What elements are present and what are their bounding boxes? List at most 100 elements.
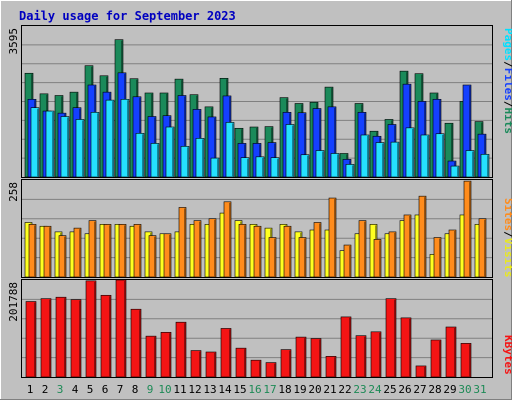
bar-pages-day-22-body xyxy=(345,164,355,178)
bar-kbytes-day-29-shade xyxy=(454,328,456,377)
bar-sites-day-13 xyxy=(208,218,217,278)
bar-kbytes-day-24 xyxy=(370,331,382,378)
legend-separator-2: / xyxy=(502,101,512,108)
bar-kbytes-day-5-body xyxy=(85,280,97,378)
bar-pages-day-7-shade xyxy=(127,100,129,177)
bar-sites-day-18 xyxy=(283,225,292,278)
x-axis-day-label: 10 xyxy=(158,383,171,396)
bar-files-day-21-shade xyxy=(334,107,336,177)
bar-sites-day-7-shade xyxy=(124,225,126,277)
bar-sites-day-18-body xyxy=(283,225,292,278)
x-axis-day-label: 19 xyxy=(293,383,306,396)
bar-pages-day-4-body xyxy=(75,119,85,178)
bar-sites-day-7 xyxy=(118,224,127,278)
bar-sites-day-18-shade xyxy=(289,227,291,277)
x-axis-day-label: 7 xyxy=(117,383,124,396)
bar-kbytes-day-1-body xyxy=(25,301,37,378)
bar-pages-day-22 xyxy=(345,164,355,178)
bar-pages-day-8 xyxy=(135,133,145,178)
bar-sites-day-14-body xyxy=(223,201,232,278)
bar-kbytes-day-3-body xyxy=(55,296,67,378)
bar-kbytes-day-7-shade xyxy=(124,281,126,377)
bar-kbytes-day-12 xyxy=(190,350,202,378)
bar-pages-day-20-body xyxy=(315,150,325,178)
bar-sites-day-25 xyxy=(388,231,397,278)
bar-kbytes-day-26-body xyxy=(400,317,412,378)
bar-sites-day-5-shade xyxy=(94,221,96,277)
bar-pages-day-1-shade xyxy=(37,108,39,177)
bar-sites-day-31 xyxy=(478,218,487,278)
x-axis-day-label: 27 xyxy=(413,383,426,396)
bar-pages-day-10-body xyxy=(165,126,175,178)
bar-sites-day-19-body xyxy=(298,237,307,278)
bar-sites-day-21-body xyxy=(328,197,337,278)
bar-kbytes-day-17-shade xyxy=(274,363,276,377)
bar-sites-day-4 xyxy=(73,227,82,278)
bar-pages-day-14-shade xyxy=(232,123,234,177)
bar-kbytes-day-28-body xyxy=(430,339,442,378)
bar-sites-day-6-shade xyxy=(109,225,111,277)
bar-pages-day-11-body xyxy=(180,146,190,178)
bar-pages-day-17-shade xyxy=(277,158,279,177)
x-axis-day-label: 14 xyxy=(218,383,232,396)
bar-kbytes-day-14-body xyxy=(220,328,232,378)
bar-sites-day-1 xyxy=(28,224,37,278)
bar-sites-day-8-body xyxy=(133,224,142,278)
bar-kbytes-day-10 xyxy=(160,331,172,378)
bar-kbytes-day-3-shade xyxy=(64,298,66,377)
x-axis-day-label: 20 xyxy=(308,383,321,396)
bar-sites-day-24-body xyxy=(373,239,382,278)
bar-pages-day-28-shade xyxy=(442,134,444,177)
bar-kbytes-day-4 xyxy=(70,299,82,378)
bar-pages-day-11 xyxy=(180,146,190,178)
bar-kbytes-day-19-body xyxy=(295,336,307,378)
bar-sites-day-23-shade xyxy=(364,221,366,277)
bar-kbytes-day-18 xyxy=(280,349,292,378)
bar-pages-day-28-body xyxy=(435,133,445,178)
bar-kbytes-day-29-body xyxy=(445,326,457,378)
bar-sites-day-13-body xyxy=(208,218,217,278)
bar-sites-day-26 xyxy=(403,214,412,278)
bar-kbytes-day-20-body xyxy=(310,338,322,378)
bar-sites-day-14-shade xyxy=(229,202,231,277)
bar-sites-day-3-body xyxy=(58,235,67,278)
bar-kbytes-day-11 xyxy=(175,321,187,378)
legend-visits: Visits xyxy=(502,238,512,278)
bar-kbytes-day-19 xyxy=(295,336,307,378)
bar-pages-day-21-body xyxy=(330,153,340,178)
bar-pages-day-25 xyxy=(390,141,400,178)
bar-sites-day-20-shade xyxy=(319,223,321,277)
chart-title: Daily usage for September 2023 xyxy=(19,9,236,23)
bar-sites-day-6 xyxy=(103,224,112,278)
x-axis-day-label: 6 xyxy=(102,383,109,396)
bars-layer xyxy=(24,39,490,378)
bar-kbytes-day-4-shade xyxy=(79,300,81,377)
bar-sites-day-9-body xyxy=(148,235,157,278)
legend-hits: Hits xyxy=(502,108,512,135)
bar-pages-day-11-shade xyxy=(187,147,189,177)
bar-pages-day-27 xyxy=(420,134,430,178)
bar-sites-day-20-body xyxy=(313,222,322,278)
bar-pages-day-15 xyxy=(240,157,250,178)
bar-kbytes-day-8-shade xyxy=(139,310,141,377)
bar-pages-day-13 xyxy=(210,157,220,178)
bar-pages-day-26-shade xyxy=(412,128,414,177)
bar-kbytes-day-6-shade xyxy=(109,296,111,377)
bar-kbytes-day-26 xyxy=(400,317,412,378)
x-axis-day-label: 16 xyxy=(248,383,261,396)
bar-sites-day-11 xyxy=(178,207,187,278)
bar-sites-day-22-shade xyxy=(349,246,351,277)
bar-pages-day-19-shade xyxy=(307,155,309,177)
bar-kbytes-day-25-body xyxy=(385,298,397,378)
bar-sites-day-28-body xyxy=(433,237,442,278)
bar-pages-day-19 xyxy=(300,154,310,178)
bar-kbytes-day-23-body xyxy=(355,335,367,378)
x-axis-day-label: 24 xyxy=(368,383,382,396)
bar-kbytes-day-22 xyxy=(340,316,352,378)
x-axis-day-label: 15 xyxy=(233,383,246,396)
bar-pages-day-10 xyxy=(165,126,175,178)
bar-sites-day-24 xyxy=(373,239,382,278)
bar-sites-day-29 xyxy=(448,229,457,278)
visits-axis-max-label: 258 xyxy=(7,182,20,202)
bar-sites-day-15-body xyxy=(238,224,247,278)
